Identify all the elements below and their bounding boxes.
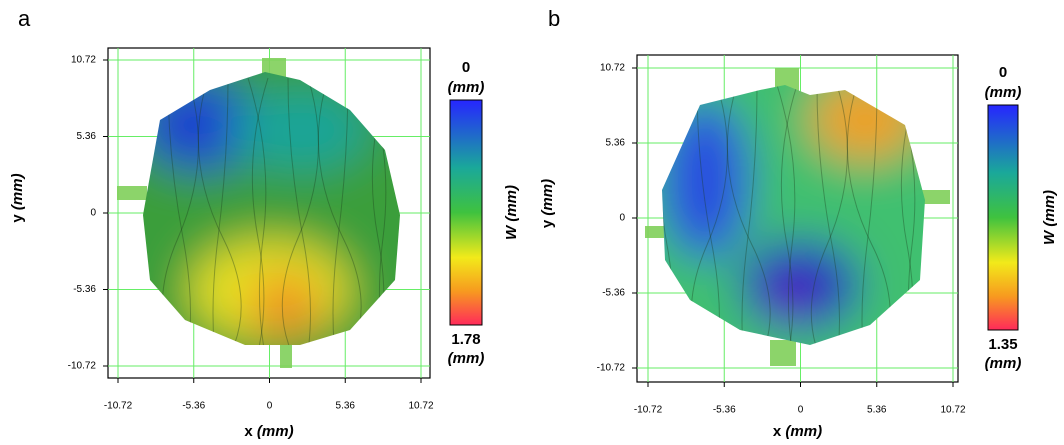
y-axis-unit: (mm) [539, 179, 556, 216]
y-tick-label: -10.72 [597, 363, 626, 374]
y-tick-label: 10.72 [600, 63, 625, 74]
x-axis-label: x (mm) [244, 423, 293, 440]
x-tick-label: 0 [798, 405, 804, 416]
colorbar-top: 0 [462, 59, 470, 76]
y-tick-label: 5.36 [77, 131, 97, 142]
x-axis-unit: (mm) [257, 423, 294, 440]
colorbar-label-unit: (mm) [503, 185, 520, 222]
x-tick-label: -5.36 [713, 405, 736, 416]
x-axis-name: x [773, 423, 782, 440]
map-region [765, 275, 815, 325]
panel-label: a [18, 6, 31, 31]
y-axis-unit: (mm) [9, 173, 26, 210]
crack [690, 85, 728, 345]
plate-tab [770, 340, 796, 366]
colorbar [449, 99, 483, 326]
y-axis-name: y [539, 219, 556, 228]
x-tick-label: -10.72 [104, 401, 133, 412]
colorbar-bottom-unit: (mm) [985, 355, 1022, 372]
crack [287, 77, 311, 345]
x-tick-label: 10.72 [408, 401, 433, 412]
y-tick-label: -10.72 [68, 361, 97, 372]
crack [197, 77, 242, 345]
plate-tab [280, 340, 292, 368]
y-tick-label: 10.72 [71, 55, 96, 66]
crack [249, 77, 269, 345]
x-tick-label: -5.36 [182, 401, 205, 412]
y-tick-label: 0 [619, 213, 625, 224]
map-region [250, 275, 320, 335]
x-axis-label: x (mm) [773, 423, 822, 440]
panel-label: b [548, 6, 560, 31]
colorbar [987, 104, 1019, 331]
x-axis-name: x [244, 423, 253, 440]
colorbar-top: 0 [999, 64, 1007, 81]
y-tick-label: 5.36 [606, 138, 626, 149]
map-region [230, 90, 370, 170]
colorbar-bottom: 1.78 [451, 331, 480, 348]
colorbar-top-unit: (mm) [985, 84, 1022, 101]
crack [247, 77, 272, 345]
colorbar-bottom-unit: (mm) [448, 350, 485, 367]
plate-tab [117, 186, 147, 200]
colorbar-label: W (mm) [503, 185, 520, 240]
panel: -10.72 -5.36 0 5.36 10.72 10.72 5.36 0 -5.36 -10.… [539, 6, 1058, 440]
y-tick-label: -5.36 [602, 288, 625, 299]
x-tick-label: -10.72 [634, 405, 663, 416]
panel: -10.72 -5.36 0 5.36 10.72 10.72 5.36 0 -5.36 -10.… [9, 6, 520, 440]
crack [810, 85, 848, 345]
colorbar-top-unit: (mm) [448, 79, 485, 96]
colorbar-bottom: 1.35 [988, 336, 1017, 353]
x-tick-label: 5.36 [336, 401, 356, 412]
y-axis-name: y [9, 214, 26, 223]
x-axis-unit: (mm) [785, 423, 822, 440]
colorbar-label-name: W [503, 224, 520, 240]
x-tick-label: 0 [267, 401, 273, 412]
x-tick-label: 10.72 [940, 405, 965, 416]
y-tick-label: -5.36 [73, 284, 96, 295]
y-axis-label: y (mm) [539, 179, 556, 228]
colorbar-label-unit: (mm) [1041, 190, 1058, 227]
x-tick-label: 5.36 [867, 405, 887, 416]
colorbar-label-name: W [1041, 229, 1058, 245]
crack [281, 77, 319, 345]
y-tick-label: 0 [90, 208, 96, 219]
y-axis-label: y (mm) [9, 173, 26, 222]
colorbar-label: W (mm) [1041, 190, 1058, 245]
